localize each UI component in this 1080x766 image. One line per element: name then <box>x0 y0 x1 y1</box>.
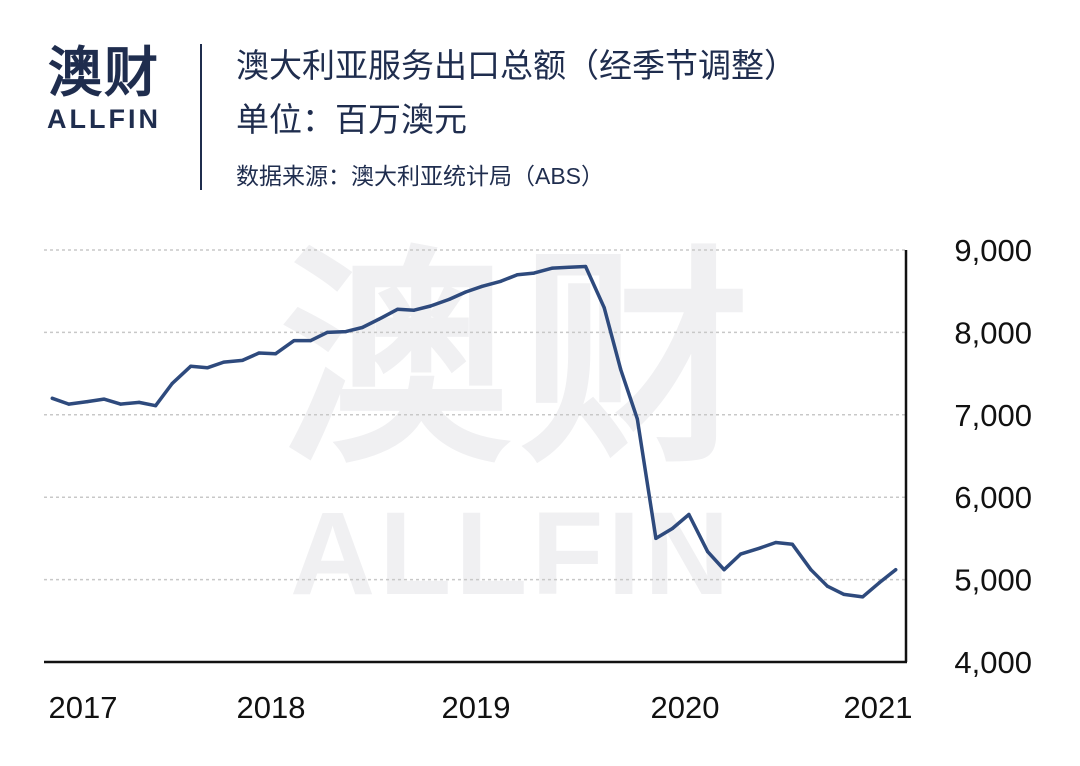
grid-lines <box>44 249 906 581</box>
data-point <box>377 317 381 321</box>
data-point <box>325 330 329 334</box>
y-tick-label: 6,000 <box>954 480 1032 515</box>
y-tick-label: 8,000 <box>954 315 1032 350</box>
data-source: 数据来源：澳大利亚统计局（ABS） <box>236 160 604 193</box>
source-label: 数据来源：澳大利亚统计局（ <box>236 164 535 190</box>
data-point <box>499 279 503 283</box>
logo: 澳财 ALLFIN <box>44 41 164 135</box>
data-point <box>584 264 588 269</box>
x-tick-label: 2017 <box>49 690 118 725</box>
data-point <box>706 550 710 554</box>
data-point <box>240 358 244 362</box>
x-tick-label: 2021 <box>844 690 913 725</box>
data-point <box>515 273 520 277</box>
data-point <box>635 417 639 421</box>
data-point <box>790 542 794 546</box>
data-point <box>842 592 846 597</box>
data-point <box>567 265 571 269</box>
data-point <box>344 330 348 334</box>
logo-cn-text: 澳财 <box>48 41 160 104</box>
source-abbr: ABS <box>535 163 582 189</box>
data-point <box>205 366 209 370</box>
data-point <box>774 540 778 545</box>
data-point <box>550 266 555 270</box>
data-point <box>464 290 468 294</box>
header-divider <box>200 44 202 190</box>
data-point <box>309 339 313 343</box>
data-point <box>877 581 881 585</box>
data-point <box>722 568 726 572</box>
x-tick-label: 2019 <box>442 690 511 725</box>
data-point <box>602 306 606 310</box>
data-point <box>222 360 226 364</box>
data-point <box>480 284 484 288</box>
logo-en-text: ALLFIN <box>47 104 161 134</box>
data-point <box>170 381 174 386</box>
x-tick-label: 2020 <box>651 690 720 725</box>
data-point <box>67 402 71 406</box>
watermark-en: ALLFIN <box>290 488 734 620</box>
chart-title: 澳大利亚服务出口总额（经季节调整） <box>236 46 797 85</box>
data-point <box>395 307 400 311</box>
data-point <box>154 404 158 408</box>
y-tick-label: 5,000 <box>954 563 1032 598</box>
data-point <box>809 568 813 572</box>
data-point <box>257 351 261 355</box>
y-tick-label: 9,000 <box>954 233 1032 268</box>
source-end: ） <box>581 164 605 190</box>
y-tick-label: 7,000 <box>954 398 1032 433</box>
data-point <box>412 308 416 312</box>
chart-unit: 单位：百万澳元 <box>236 100 467 139</box>
data-point <box>687 512 691 517</box>
data-point <box>894 568 898 572</box>
data-point <box>429 304 433 308</box>
data-point <box>118 402 123 406</box>
data-point <box>189 364 193 368</box>
data-point <box>532 271 536 275</box>
data-point <box>654 536 658 541</box>
data-point <box>670 526 675 531</box>
data-point <box>292 339 296 343</box>
data-point <box>861 595 865 599</box>
series-layer <box>50 264 898 599</box>
series-line <box>50 264 898 599</box>
data-point <box>447 297 451 301</box>
y-tick-label: 4,000 <box>954 645 1032 680</box>
data-point <box>137 400 141 404</box>
data-point <box>273 352 278 356</box>
data-point <box>739 552 743 556</box>
data-point <box>102 397 106 401</box>
axes <box>44 250 908 664</box>
tick-labels: 9,000 8,000 7,000 6,000 5,000 4,000 2017 2018 20… <box>49 233 1032 725</box>
data-point <box>360 325 364 330</box>
data-point <box>85 400 89 404</box>
data-point <box>825 584 830 588</box>
x-tick-label: 2018 <box>237 690 306 725</box>
data-point <box>619 367 623 372</box>
data-point <box>50 396 54 400</box>
data-point <box>757 546 761 550</box>
